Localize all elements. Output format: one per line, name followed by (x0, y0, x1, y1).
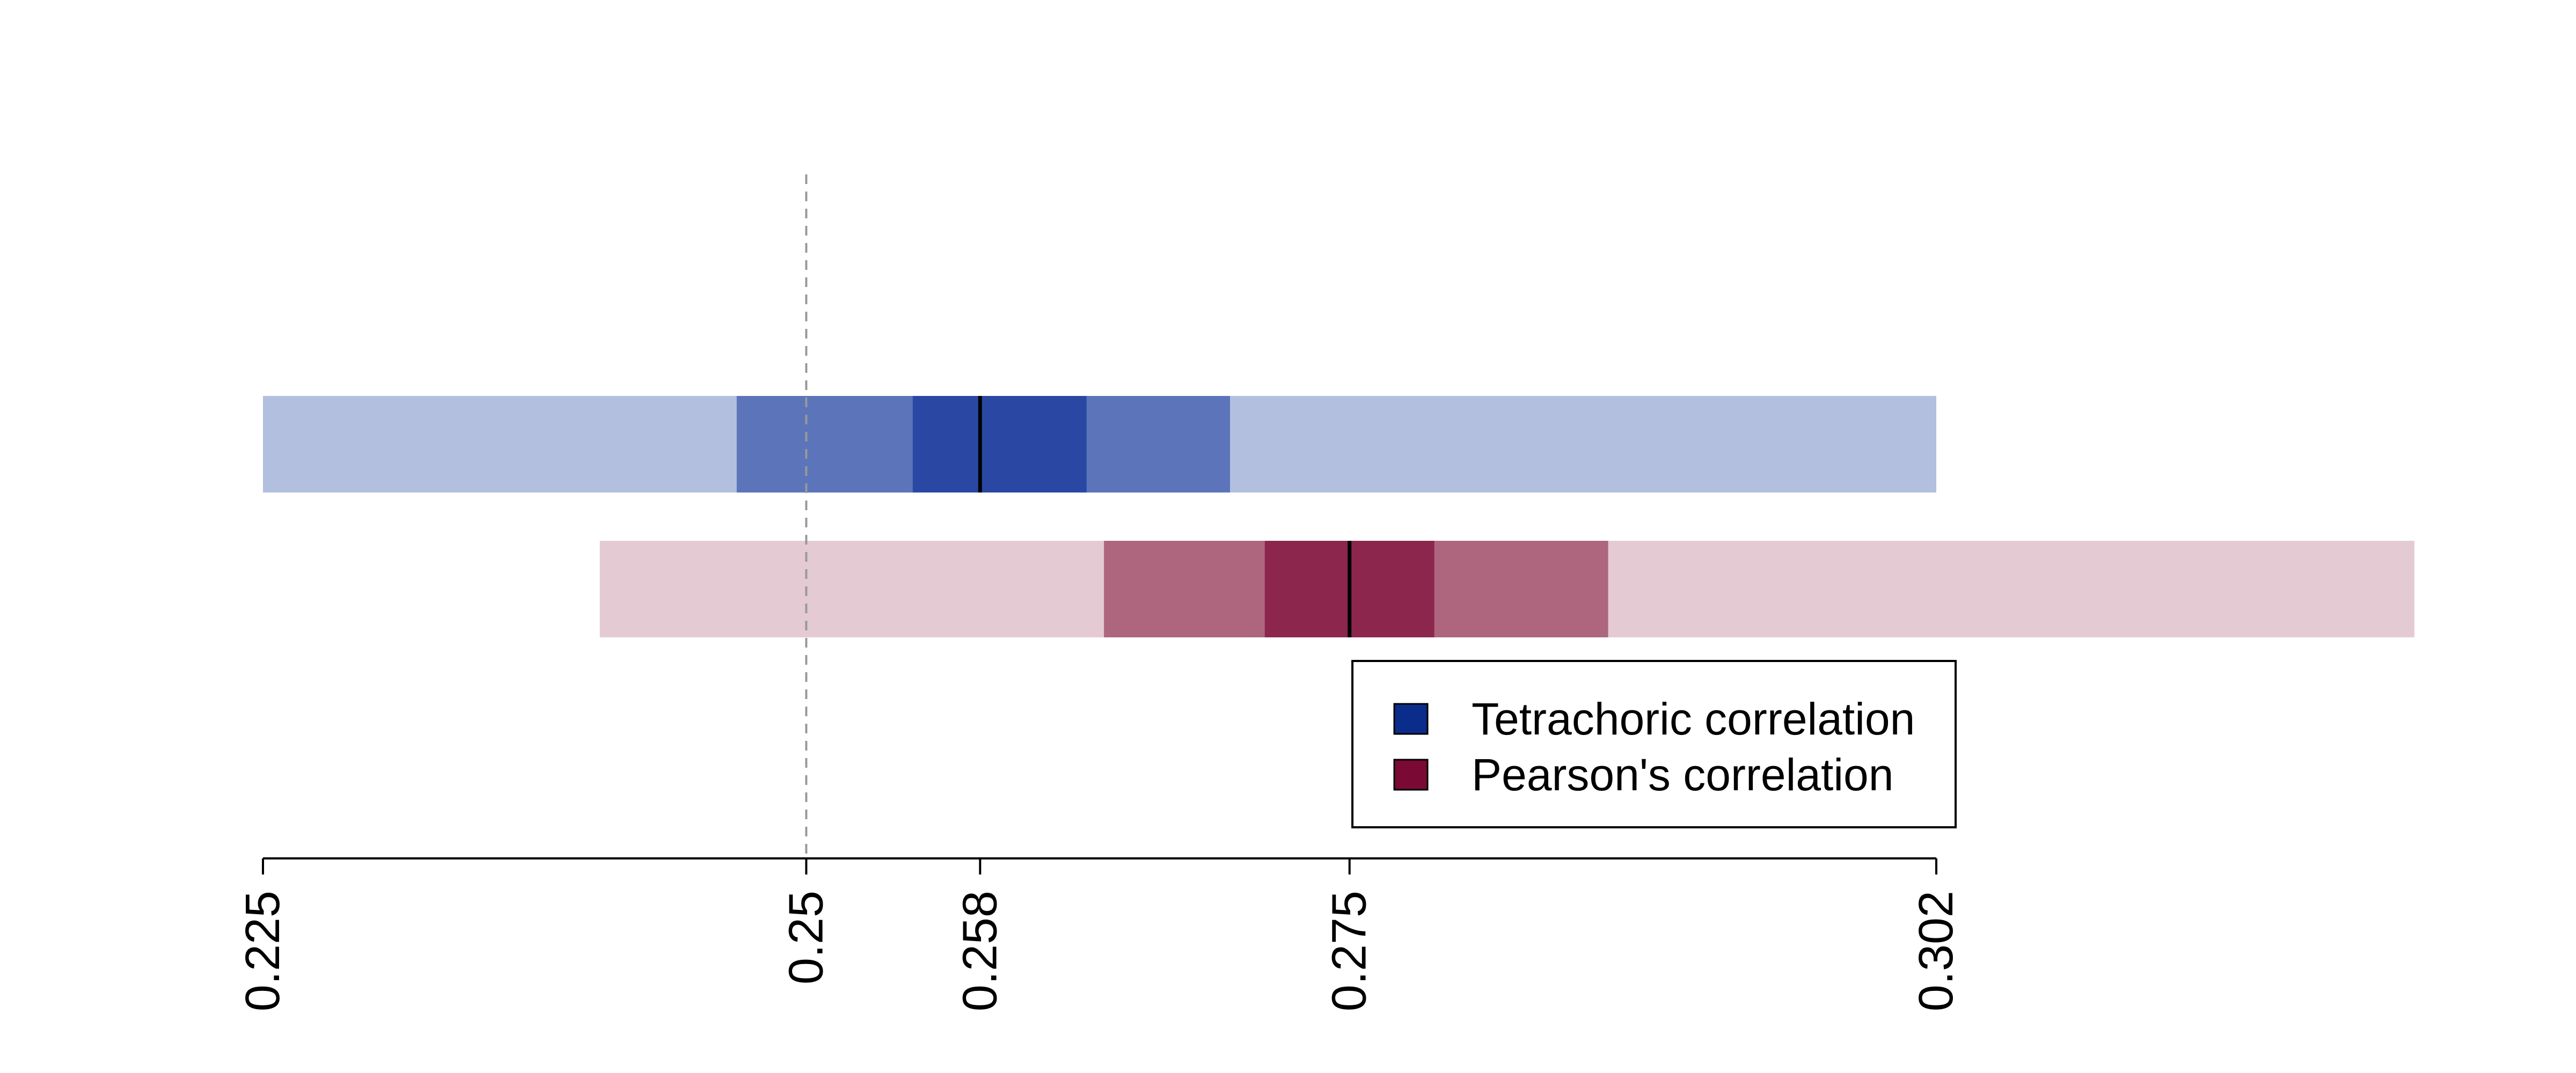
x-axis: 0.225 0.25 0.258 0.275 0.302 (236, 857, 1963, 1011)
x-tick-label: 0.275 (1323, 891, 1377, 1011)
legend-box (1351, 660, 1957, 828)
x-tick-label: 0.302 (1909, 891, 1963, 1011)
legend-swatch-1 (1393, 703, 1429, 735)
x-tick-label: 0.25 (779, 891, 833, 984)
legend-label-2: Pearson's correlation (1472, 749, 1893, 800)
legend-label-1: Tetrachoric correlation (1472, 694, 1915, 744)
x-tick-label: 0.225 (236, 891, 290, 1011)
legend-swatch-2 (1393, 759, 1429, 791)
interval-bars (263, 396, 2414, 637)
x-tick-label: 0.258 (953, 891, 1007, 1011)
interval-bar-1-3 (912, 396, 1087, 493)
